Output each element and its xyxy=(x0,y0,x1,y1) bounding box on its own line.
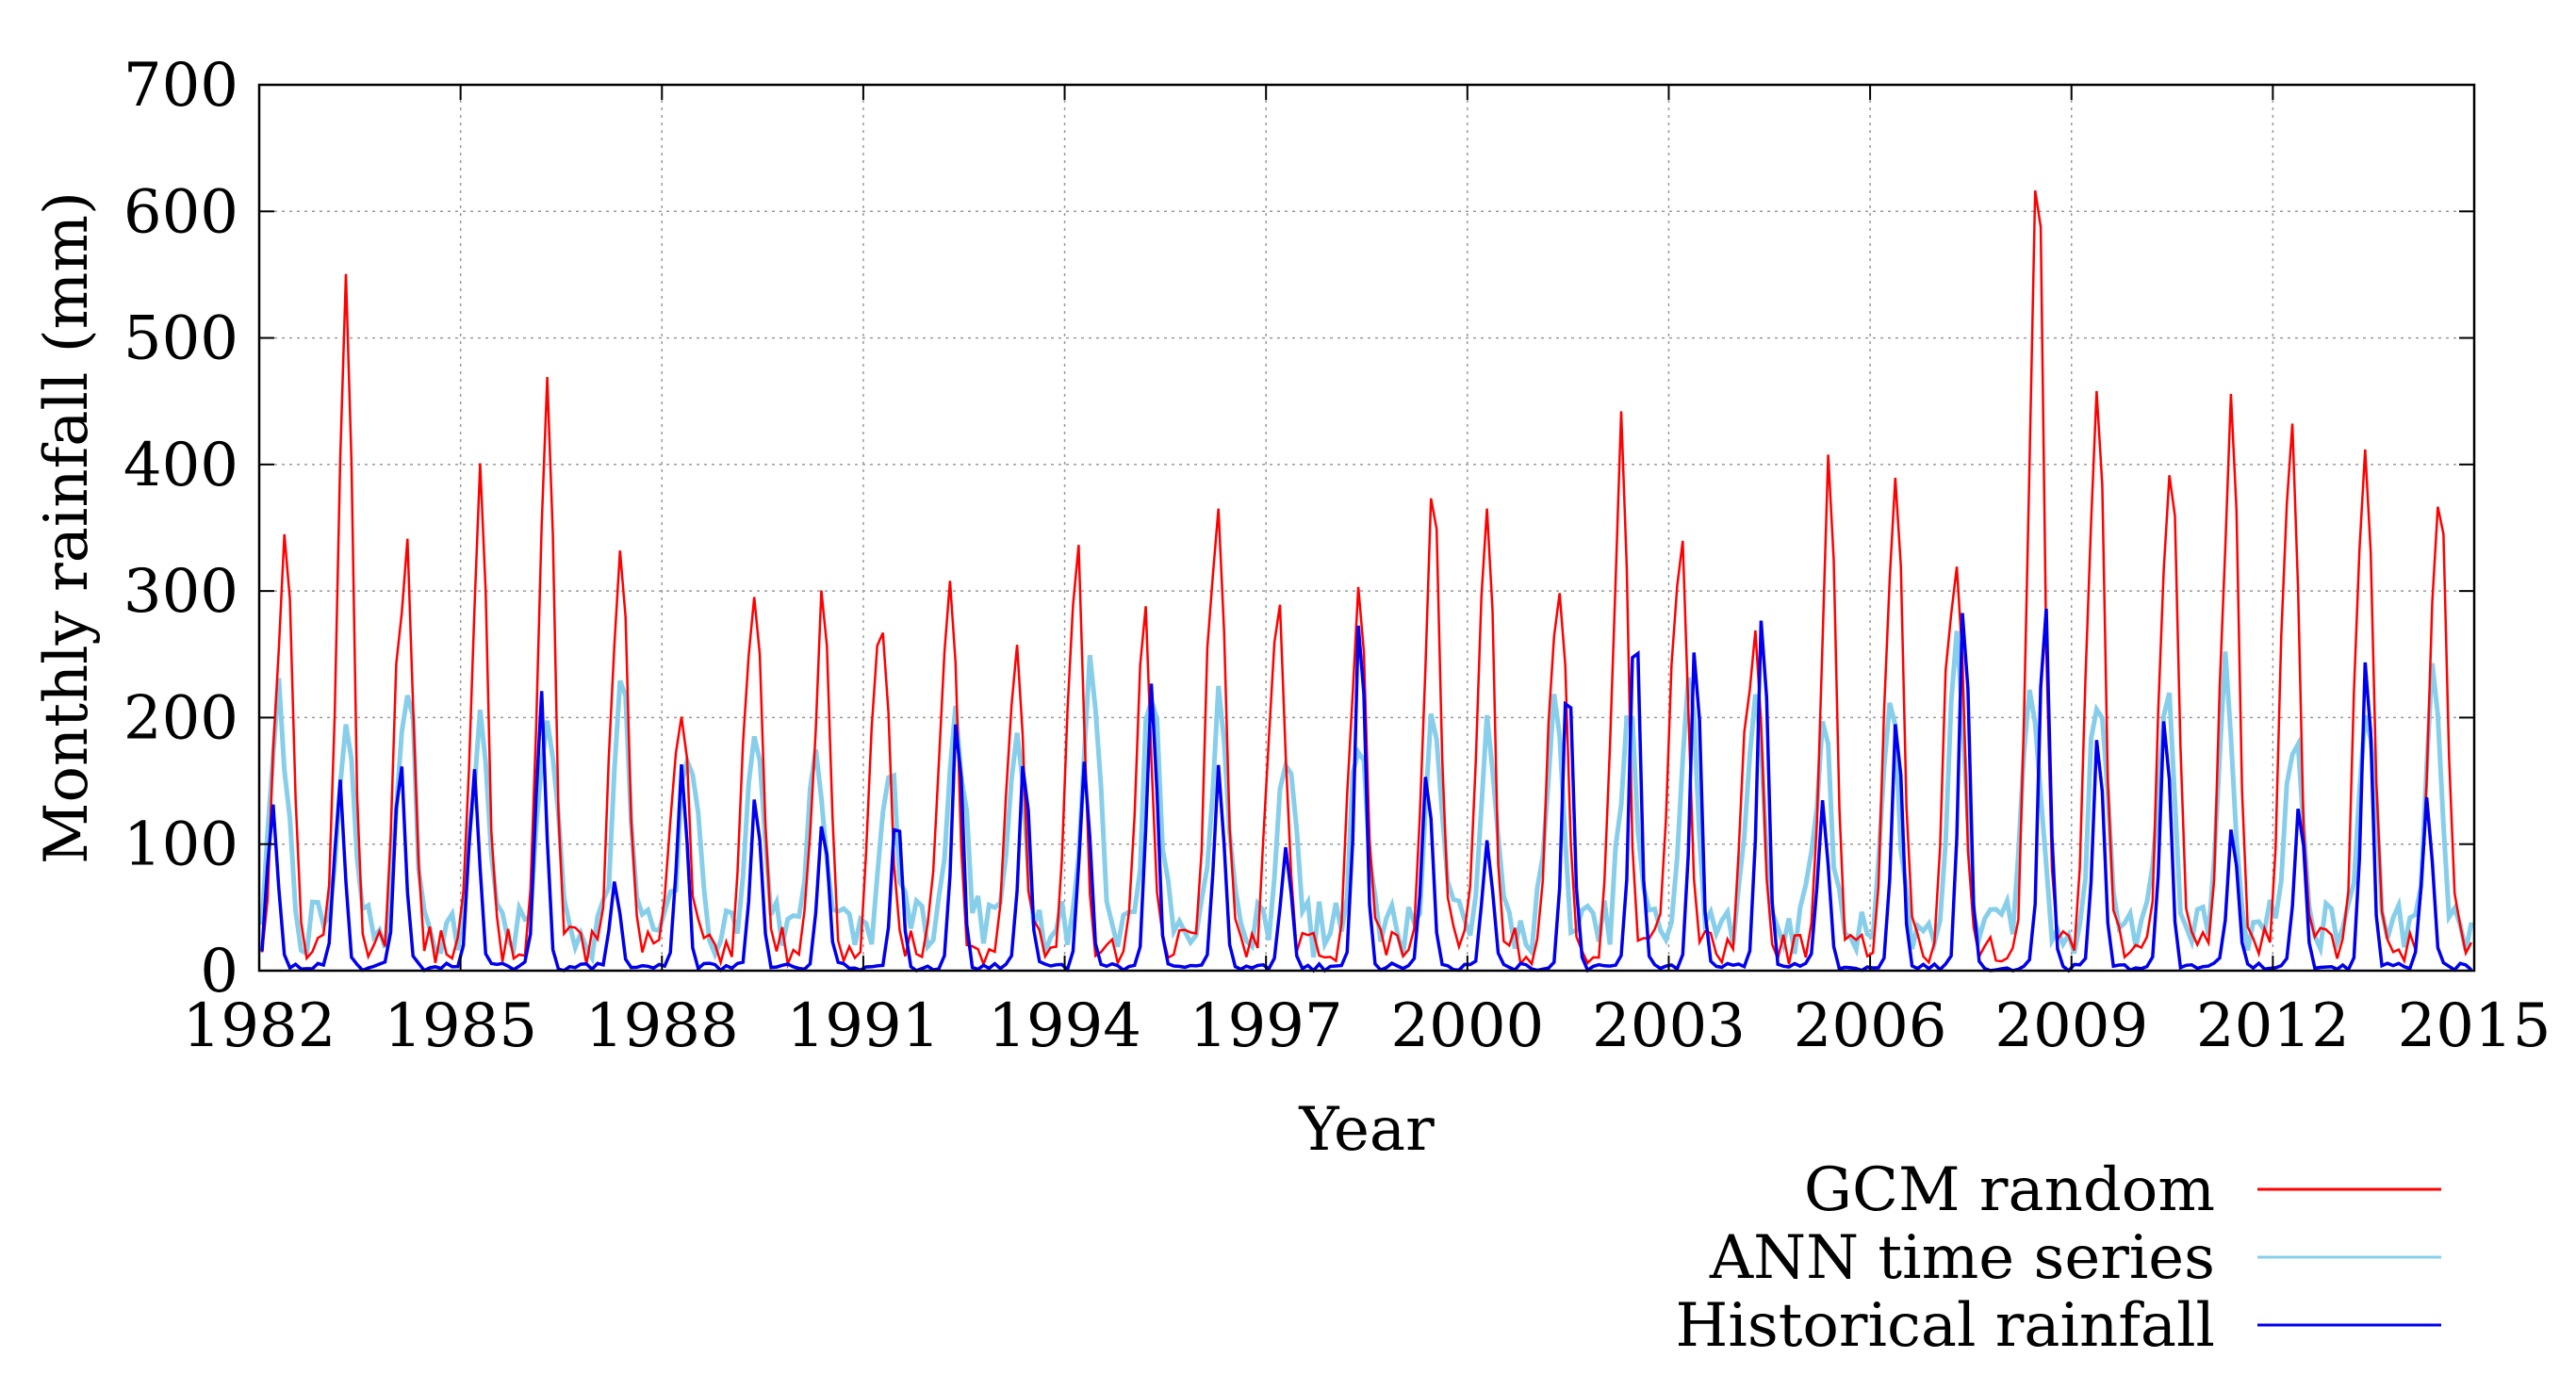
legend-label-ann-time-series: ANN time series xyxy=(1709,1223,2215,1293)
y-tick-label-400: 400 xyxy=(123,431,238,500)
x-tick-label-1997: 1997 xyxy=(1190,991,1343,1061)
x-tick-label-1982: 1982 xyxy=(183,991,336,1061)
x-tick-label-1985: 1985 xyxy=(384,991,537,1061)
series-line-historical-rainfall xyxy=(260,608,2473,974)
y-tick-label-700: 700 xyxy=(123,51,238,121)
legend: GCM random ANN time series Historical ra… xyxy=(1676,1155,2441,1361)
plot-frame xyxy=(257,83,2476,973)
plot-area xyxy=(259,189,2474,974)
x-tick-label-1991: 1991 xyxy=(786,991,940,1061)
y-tick-label-300: 300 xyxy=(123,557,238,627)
axis-ticks xyxy=(258,84,2475,972)
y-tick-label-100: 100 xyxy=(123,810,238,880)
y-axis-title: Monthly rainfall (mm) xyxy=(32,191,102,864)
x-tick-label-2012: 2012 xyxy=(2196,991,2350,1061)
y-tick-label-600: 600 xyxy=(123,177,238,247)
x-tick-label-1994: 1994 xyxy=(988,991,1141,1061)
x-tick-label-2006: 2006 xyxy=(1794,991,1947,1061)
x-tick-label-2003: 2003 xyxy=(1592,991,1746,1061)
y-tick-label-0: 0 xyxy=(200,937,238,1006)
tick-labels: 1982 1985 1988 1991 1994 1997 2000 2003 2006 2009… xyxy=(123,51,2551,1061)
x-tick-label-2009: 2009 xyxy=(1994,991,2148,1061)
y-tick-label-200: 200 xyxy=(123,683,238,753)
x-axis-title: Year xyxy=(1298,1095,1435,1165)
legend-label-historical-rainfall: Historical rainfall xyxy=(1676,1291,2215,1361)
x-tick-label-2000: 2000 xyxy=(1390,991,1544,1061)
legend-label-gcm-random: GCM random xyxy=(1804,1155,2215,1225)
x-tick-label-1988: 1988 xyxy=(585,991,739,1061)
x-tick-label-2015: 2015 xyxy=(2398,991,2551,1061)
y-tick-label-500: 500 xyxy=(123,304,238,374)
